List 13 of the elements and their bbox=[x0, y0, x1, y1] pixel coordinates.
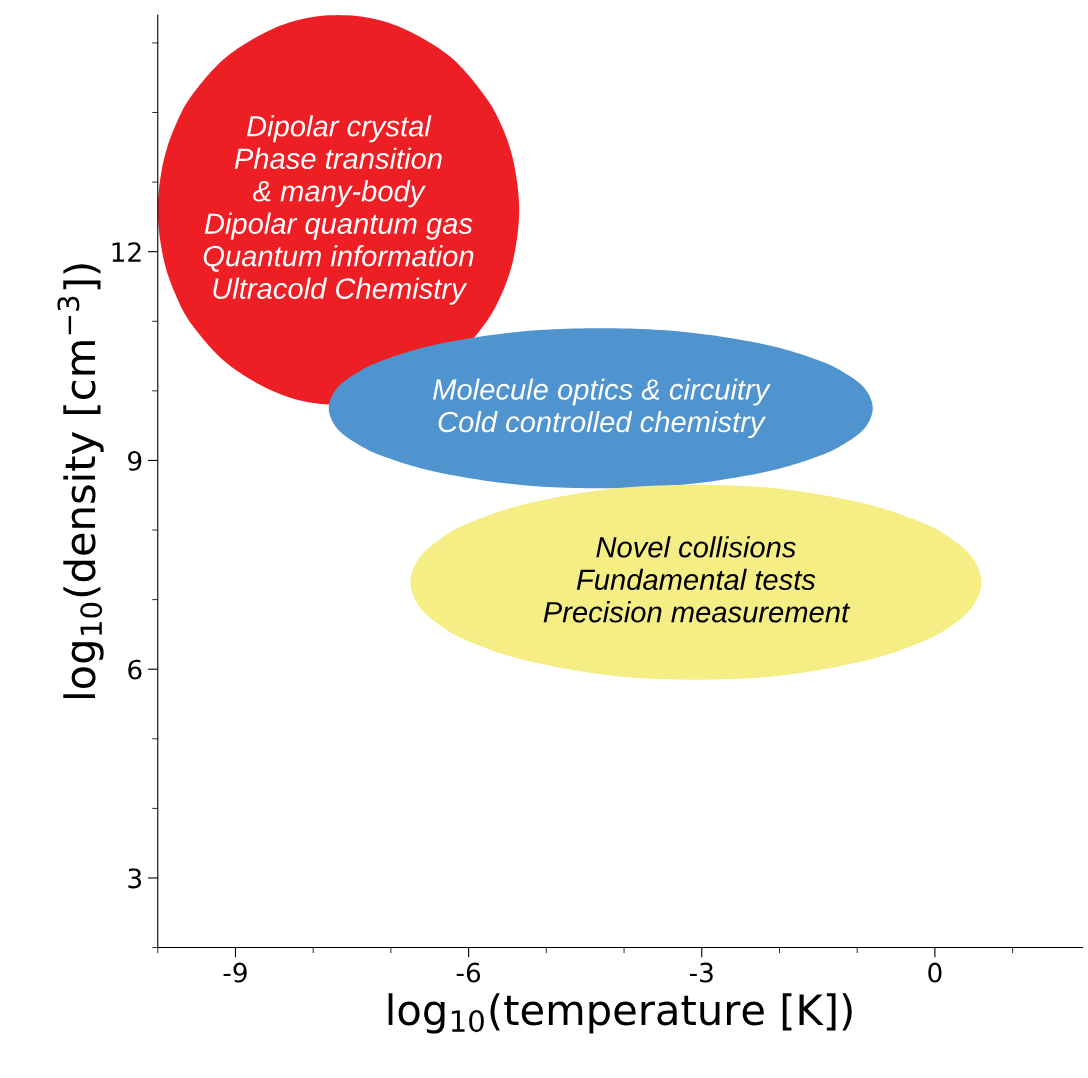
y-axis-title: log$_{10}$(density [cm$^{−3}$]) bbox=[57, 264, 104, 699]
x-tick-label: -6 bbox=[456, 962, 481, 983]
y-tick-label: 3 bbox=[128, 868, 142, 889]
x-axis-title: log$_{10}$(temperature [K]) bbox=[388, 993, 852, 1034]
y-tick-label: 9 bbox=[128, 450, 142, 471]
annotation: Molecule optics & circuitry Cold controlled chemistry bbox=[433, 378, 771, 439]
annotation: Dipolar crystal Phase transition & many-body Dipolar quantum gas Quantum information Ultracold Chemistry bbox=[203, 115, 474, 305]
x-tick-label: -9 bbox=[223, 962, 247, 983]
y-tick-label: 12 bbox=[112, 242, 141, 262]
annotation: Novel collisions Fundamental tests Precision measurement bbox=[543, 536, 851, 623]
x-tick-label: 0 bbox=[928, 962, 942, 983]
x-tick-label: -3 bbox=[689, 962, 713, 983]
y-tick-label: 6 bbox=[128, 659, 142, 680]
